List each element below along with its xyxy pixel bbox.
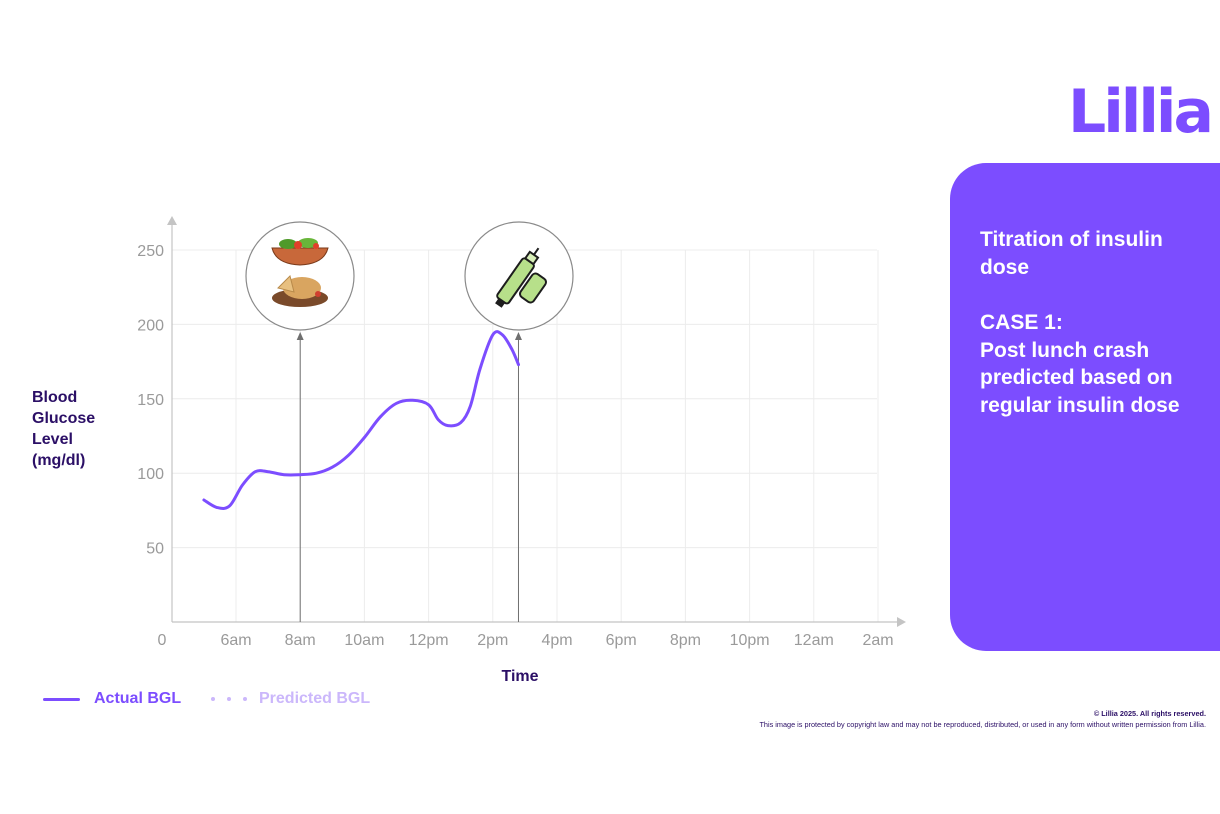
x-tick-label-8pm: 8pm xyxy=(670,632,701,649)
legend-swatch-predicted xyxy=(211,697,251,701)
y-tick-label-50: 50 xyxy=(146,541,164,558)
y-tick-label-100: 100 xyxy=(137,466,164,483)
x-tick-label-2pm: 2pm xyxy=(477,632,508,649)
lillia-logo: Lillia xyxy=(1068,77,1214,147)
pen-cap xyxy=(518,272,548,304)
y-tick-label-250: 250 xyxy=(137,243,164,260)
tomato xyxy=(294,241,302,249)
y-tick-label-150: 150 xyxy=(137,392,164,409)
x-tick-label-2am: 2am xyxy=(862,632,893,649)
pita-chip xyxy=(277,275,295,293)
tomato xyxy=(313,243,319,249)
chart-axes xyxy=(167,216,906,627)
legend-swatch-actual xyxy=(43,698,80,701)
chart-events xyxy=(245,221,574,622)
event-arrow-insulin-pen-icon xyxy=(514,332,522,340)
x-tick-label-12pm: 12pm xyxy=(409,632,449,649)
x-tick-label-6am: 6am xyxy=(220,632,251,649)
series-line-actual-bgl xyxy=(202,330,520,510)
lettuce-leaf xyxy=(279,239,297,249)
chart-series xyxy=(202,330,520,510)
copyright-notice: © Lillia 2025. All rights reserved. This… xyxy=(700,708,1206,730)
case-title: CASE 1: xyxy=(980,311,1063,334)
x-axis-arrow xyxy=(897,617,906,627)
copyright-line: © Lillia 2025. All rights reserved. xyxy=(1093,709,1206,718)
x-axis-label: Time xyxy=(501,668,539,685)
y-axis-label: Blood Glucose Level (mg/dl) xyxy=(32,389,96,469)
chart-tick-labels: 50 100 150 200 250 0 6am 8am 10am 12pm 2pm 4pm 6pm 8p… xyxy=(137,243,893,649)
event-arrow-meal-icon xyxy=(296,332,304,340)
x-tick-label-4pm: 4pm xyxy=(541,632,572,649)
x-tick-label-12am: 12am xyxy=(794,632,834,649)
case-text: Post lunch crash predicted based on regu… xyxy=(980,338,1180,417)
y-tick-label-200: 200 xyxy=(137,317,164,334)
lettuce-leaf xyxy=(298,238,318,248)
insulin-pen-icon xyxy=(495,247,548,308)
chart-grid xyxy=(172,249,879,622)
legend-label-actual: Actual BGL xyxy=(94,690,182,707)
info-panel-text: Titration of insulin dose CASE 1: Post l… xyxy=(980,226,1200,419)
hummus xyxy=(283,277,321,299)
meal-icon xyxy=(271,238,329,307)
bgl-chart: 50 100 150 200 250 0 6am 8am 10am 12pm 2pm 4pm 6pm 8p… xyxy=(137,216,906,649)
x-tick-label-10am: 10am xyxy=(344,632,384,649)
x-tick-label-6pm: 6pm xyxy=(606,632,637,649)
x-tick-label-10pm: 10pm xyxy=(730,632,770,649)
salad-bowl xyxy=(271,247,329,266)
y-axis-arrow xyxy=(167,216,177,225)
panel-heading: Titration of insulin dose xyxy=(980,228,1163,279)
x-tick-label-8am: 8am xyxy=(285,632,316,649)
legend-label-predicted: Predicted BGL xyxy=(259,690,371,707)
pepper xyxy=(315,291,321,297)
pen-body xyxy=(495,247,540,308)
info-panel xyxy=(950,163,1220,651)
copyright-text: This image is protected by copyright law… xyxy=(759,720,1206,729)
event-bubble-meal-icon xyxy=(245,221,355,331)
origin-label: 0 xyxy=(158,632,167,649)
